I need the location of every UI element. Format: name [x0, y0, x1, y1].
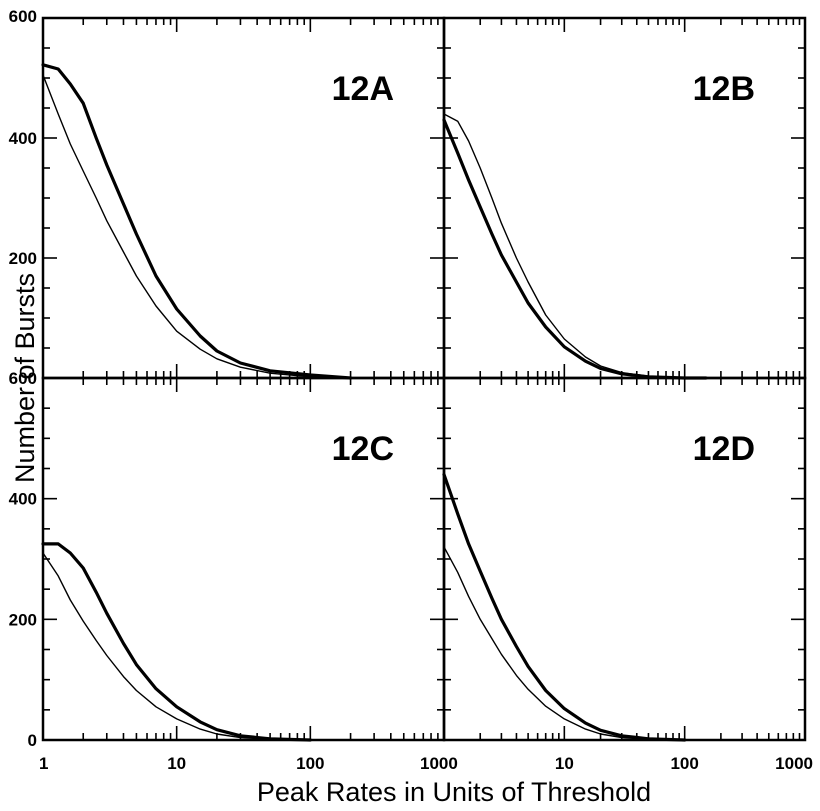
- x-axis-title: Peak Rates in Units of Threshold: [257, 777, 651, 807]
- x-tick-label: 100: [670, 754, 698, 773]
- x-tick-label: 10: [555, 754, 574, 773]
- series-line-thick: [442, 472, 687, 742]
- panels-layer: 12A 12B 12C 12D: [41, 16, 807, 742]
- y-axis-title: Number of Bursts: [10, 273, 40, 483]
- panel-label: 12D: [693, 430, 755, 468]
- panel-label: 12B: [693, 70, 755, 108]
- x-tick-label: 1: [39, 754, 48, 773]
- y-tick-label: 200: [9, 610, 37, 629]
- series-line-thick: [41, 63, 353, 380]
- panel-12A: 12A: [41, 16, 446, 380]
- series-line-thin: [443, 546, 686, 741]
- x-tick-label: 10: [167, 754, 186, 773]
- x-tick-label: 1000: [420, 754, 458, 773]
- panel-label: 12C: [332, 430, 394, 468]
- x-tick-label: 100: [296, 754, 324, 773]
- y-tick-label: 400: [9, 490, 37, 509]
- y-tick-label: 600: [9, 369, 37, 388]
- series-line-thick: [41, 542, 312, 742]
- panel-ticks: [444, 18, 805, 378]
- y-tick-label: 200: [9, 249, 37, 268]
- panel-label: 12A: [332, 70, 394, 108]
- series-line-thin: [42, 74, 335, 379]
- series-line-thin: [443, 113, 707, 379]
- y-tick-label: 600: [9, 7, 37, 26]
- y-tick-labels: 200 400 600 0 200 400 600: [9, 7, 37, 750]
- y-tick-label: 400: [9, 129, 37, 148]
- panel-12B: 12B: [442, 16, 807, 380]
- series-line-thin: [42, 552, 311, 741]
- series-line-thick: [442, 118, 708, 380]
- panel-12C: 12C: [41, 376, 446, 742]
- x-tick-labels: 1 10 100 1000 10 100 1000: [39, 754, 813, 773]
- x-tick-label: 1000: [775, 754, 813, 773]
- y-tick-label: 0: [28, 731, 37, 750]
- panel-12D: 12D: [442, 376, 807, 742]
